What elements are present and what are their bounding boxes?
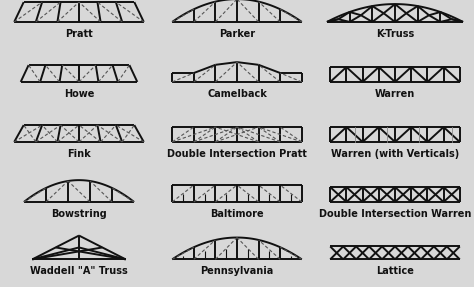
Text: Double Intersection Warren: Double Intersection Warren	[319, 209, 471, 219]
Text: Pennsylvania: Pennsylvania	[201, 266, 273, 276]
Text: Warren: Warren	[375, 89, 415, 99]
Text: Warren (with Verticals): Warren (with Verticals)	[331, 149, 459, 159]
Text: Howe: Howe	[64, 89, 94, 99]
Text: Baltimore: Baltimore	[210, 209, 264, 219]
Text: Parker: Parker	[219, 29, 255, 39]
Text: Double Intersection Pratt: Double Intersection Pratt	[167, 149, 307, 159]
Text: Bowstring: Bowstring	[51, 209, 107, 219]
Text: Camelback: Camelback	[207, 89, 267, 99]
Text: K-Truss: K-Truss	[376, 29, 414, 39]
Text: Lattice: Lattice	[376, 266, 414, 276]
Text: Fink: Fink	[67, 149, 91, 159]
Text: Waddell "A" Truss: Waddell "A" Truss	[30, 266, 128, 276]
Text: Pratt: Pratt	[65, 29, 93, 39]
